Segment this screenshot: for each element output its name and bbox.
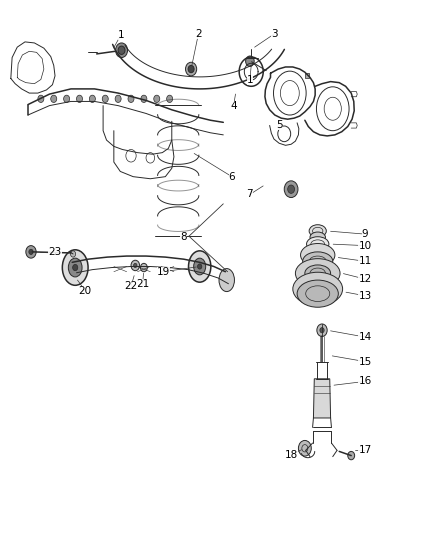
- Ellipse shape: [295, 259, 340, 288]
- Text: 13: 13: [358, 290, 371, 301]
- Circle shape: [154, 95, 160, 102]
- Text: 6: 6: [229, 172, 235, 182]
- Circle shape: [89, 95, 95, 102]
- Text: 18: 18: [285, 449, 298, 459]
- Text: 15: 15: [358, 357, 371, 367]
- Text: 9: 9: [362, 229, 368, 239]
- Text: 21: 21: [136, 279, 149, 289]
- Ellipse shape: [293, 272, 343, 306]
- Text: 16: 16: [358, 376, 371, 386]
- Polygon shape: [314, 379, 331, 418]
- Ellipse shape: [62, 250, 88, 285]
- Circle shape: [131, 260, 140, 271]
- Text: 23: 23: [49, 247, 62, 257]
- Circle shape: [51, 95, 57, 102]
- Polygon shape: [305, 73, 309, 78]
- Circle shape: [26, 246, 36, 258]
- Text: 4: 4: [230, 101, 237, 111]
- Text: 14: 14: [358, 332, 371, 342]
- Circle shape: [188, 66, 194, 72]
- Ellipse shape: [303, 252, 333, 271]
- Circle shape: [115, 95, 121, 102]
- Ellipse shape: [297, 280, 338, 307]
- Text: 5: 5: [277, 120, 283, 131]
- Circle shape: [166, 95, 173, 102]
- Text: 8: 8: [180, 232, 187, 243]
- Circle shape: [284, 181, 298, 198]
- Text: 22: 22: [124, 281, 138, 292]
- Ellipse shape: [219, 269, 234, 292]
- Ellipse shape: [300, 244, 335, 266]
- Ellipse shape: [194, 258, 206, 275]
- Circle shape: [64, 95, 70, 102]
- Circle shape: [141, 95, 147, 102]
- Text: 1: 1: [247, 75, 253, 85]
- Circle shape: [348, 451, 355, 460]
- Circle shape: [186, 62, 197, 76]
- Text: 11: 11: [358, 256, 371, 266]
- Circle shape: [116, 43, 127, 58]
- Circle shape: [134, 263, 137, 268]
- Circle shape: [71, 251, 76, 257]
- Text: 2: 2: [195, 29, 202, 39]
- Text: 7: 7: [247, 189, 253, 199]
- Circle shape: [38, 95, 44, 102]
- Ellipse shape: [309, 225, 326, 237]
- Circle shape: [102, 95, 108, 102]
- Circle shape: [198, 264, 202, 269]
- Circle shape: [298, 440, 311, 456]
- Circle shape: [317, 324, 327, 336]
- Circle shape: [128, 95, 134, 102]
- Ellipse shape: [68, 258, 82, 277]
- Ellipse shape: [310, 232, 325, 243]
- Ellipse shape: [307, 237, 329, 252]
- Circle shape: [73, 264, 78, 271]
- Text: 20: 20: [78, 286, 92, 295]
- Circle shape: [288, 185, 294, 193]
- Text: 10: 10: [358, 240, 371, 251]
- Ellipse shape: [188, 251, 211, 282]
- Circle shape: [320, 328, 324, 333]
- Text: 17: 17: [358, 446, 371, 455]
- Ellipse shape: [305, 265, 331, 281]
- Circle shape: [77, 95, 82, 102]
- Text: 3: 3: [272, 29, 278, 38]
- Circle shape: [246, 56, 254, 67]
- Circle shape: [141, 263, 147, 272]
- Circle shape: [118, 46, 125, 54]
- Text: 1: 1: [118, 29, 124, 39]
- Text: 19: 19: [156, 266, 170, 277]
- Circle shape: [29, 249, 33, 254]
- Text: 12: 12: [358, 274, 371, 284]
